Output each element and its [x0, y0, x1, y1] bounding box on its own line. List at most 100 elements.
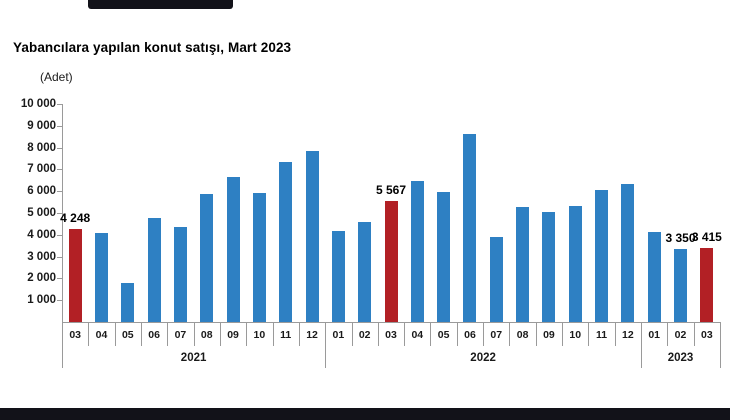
month-label-2021-05: 05 — [121, 329, 134, 341]
bar-2022-06 — [463, 133, 477, 322]
year-label-2023: 2023 — [667, 352, 694, 364]
month-label-2022-06: 06 — [464, 329, 476, 341]
month-label-2021-11: 11 — [280, 329, 292, 341]
month-tick-separator — [377, 322, 379, 346]
y-tick-mark — [57, 104, 62, 105]
month-tick-separator — [272, 322, 274, 346]
bar-2022-10 — [568, 206, 582, 322]
bar-2021-03 — [68, 229, 82, 322]
y-tick-mark — [57, 256, 62, 258]
month-tick-separator — [246, 322, 248, 346]
year-group-separator — [641, 322, 643, 368]
month-tick-separator — [219, 322, 221, 346]
bar-2021-07 — [173, 227, 187, 322]
value-label-2022-03: 5 567 — [375, 182, 407, 197]
month-tick-separator — [351, 322, 353, 346]
bar-2021-05 — [121, 283, 135, 322]
value-label-2023-02: 3 350 — [665, 230, 696, 245]
bar-2023-02 — [674, 248, 688, 322]
month-label-2022-03: 03 — [385, 329, 397, 341]
month-label-2021-12: 12 — [306, 329, 318, 341]
month-label-2022-08: 08 — [516, 329, 529, 341]
bar-2021-12 — [305, 151, 319, 322]
month-tick-separator — [693, 322, 695, 346]
month-tick-separator — [298, 322, 300, 346]
month-label-2022-10: 10 — [569, 329, 582, 341]
y-tick-label: 5 000 — [27, 207, 56, 219]
y-tick-mark — [57, 147, 62, 149]
month-label-2021-09: 09 — [227, 329, 239, 341]
bar-2022-12 — [621, 183, 635, 322]
month-label-2021-07: 07 — [174, 329, 187, 341]
year-group-separator — [325, 322, 327, 368]
bar-2022-11 — [595, 190, 609, 322]
month-label-2022-12: 12 — [622, 329, 634, 341]
bar-2021-04 — [94, 233, 108, 322]
y-tick-label: 7 000 — [27, 163, 56, 176]
y-tick-mark — [57, 191, 62, 193]
y-tick-mark — [57, 169, 62, 171]
bar-2022-07 — [489, 236, 503, 322]
bar-2023-01 — [647, 231, 661, 322]
month-label-2021-06: 06 — [148, 329, 160, 341]
bar-2022-02 — [358, 221, 372, 322]
month-tick-separator — [167, 322, 169, 346]
y-tick-mark — [57, 278, 62, 280]
y-tick-label: 4 000 — [27, 228, 56, 241]
bar-2022-03 — [384, 200, 398, 322]
bar-2022-09 — [542, 211, 556, 322]
month-label-2022-07: 07 — [490, 329, 503, 341]
month-tick-separator — [140, 322, 142, 346]
bar-2022-05 — [437, 192, 451, 322]
month-label-2022-05: 05 — [437, 329, 450, 341]
y-tick-label: 10 000 — [20, 98, 56, 110]
month-label-2021-04: 04 — [95, 329, 108, 341]
y-tick-label: 3 000 — [27, 250, 56, 263]
bar-2022-08 — [516, 207, 530, 322]
window-chrome-bottom-bar — [0, 408, 730, 420]
bar-2021-09 — [226, 177, 240, 322]
bar-2021-10 — [252, 193, 266, 322]
x-axis-line — [62, 322, 721, 323]
axis-unit-label: (Adet) — [40, 70, 73, 84]
y-tick-mark — [57, 234, 62, 236]
month-label-2022-04: 04 — [411, 329, 424, 341]
month-tick-separator — [456, 322, 458, 346]
y-axis-line — [62, 104, 63, 322]
y-tick-label: 8 000 — [27, 141, 56, 154]
year-group-separator — [720, 322, 721, 368]
month-tick-separator — [667, 322, 669, 346]
y-tick-label: 9 000 — [27, 119, 56, 132]
y-tick-mark — [57, 125, 62, 127]
y-tick-label: 6 000 — [27, 185, 56, 198]
y-tick-label: 2 000 — [27, 272, 56, 285]
month-tick-separator — [614, 322, 616, 346]
window-chrome-top-fragment — [88, 0, 233, 9]
y-tick-label: 1 000 — [27, 294, 56, 307]
chart-title: Yabancılara yapılan konut satışı, Mart 2… — [13, 40, 292, 55]
value-label-2023-03: 3 415 — [691, 229, 722, 244]
year-group-separator — [62, 322, 63, 368]
month-label-2021-10: 10 — [253, 329, 266, 341]
month-label-2022-09: 09 — [543, 329, 555, 341]
year-label-2022: 2022 — [470, 352, 496, 364]
bar-2023-03 — [700, 247, 714, 322]
month-tick-separator — [88, 322, 90, 346]
y-tick-mark — [57, 300, 62, 302]
month-label-2021-08: 08 — [200, 329, 213, 341]
month-tick-separator — [193, 322, 195, 346]
month-tick-separator — [430, 322, 432, 346]
month-tick-separator — [562, 322, 564, 346]
year-label-2021: 2021 — [180, 352, 207, 364]
month-label-2023-03: 03 — [700, 329, 713, 341]
month-tick-separator — [483, 322, 485, 346]
month-tick-separator — [588, 322, 590, 346]
month-label-2022-01: 01 — [332, 329, 345, 341]
bar-2021-08 — [200, 194, 214, 322]
month-label-2022-02: 02 — [358, 329, 371, 341]
bar-2022-04 — [410, 181, 424, 322]
month-label-2022-11: 11 — [595, 329, 608, 341]
month-tick-separator — [509, 322, 511, 346]
